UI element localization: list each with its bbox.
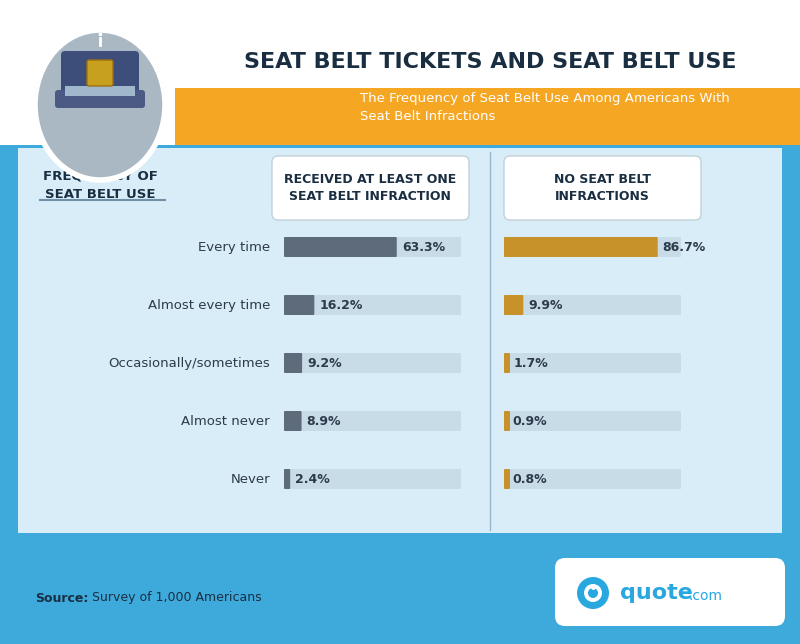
Text: 63.3%: 63.3%: [402, 240, 445, 254]
FancyBboxPatch shape: [284, 469, 290, 489]
Text: !: !: [95, 21, 105, 39]
FancyBboxPatch shape: [175, 88, 800, 145]
FancyBboxPatch shape: [284, 411, 302, 431]
Text: FREQUENCY OF
SEAT BELT USE: FREQUENCY OF SEAT BELT USE: [42, 169, 158, 200]
Text: Source:: Source:: [35, 591, 88, 605]
FancyBboxPatch shape: [20, 218, 780, 276]
FancyBboxPatch shape: [65, 86, 135, 96]
FancyBboxPatch shape: [284, 353, 461, 373]
FancyBboxPatch shape: [0, 0, 800, 145]
Text: 9.9%: 9.9%: [528, 299, 563, 312]
FancyBboxPatch shape: [55, 90, 145, 108]
Text: 2.4%: 2.4%: [295, 473, 330, 486]
Circle shape: [584, 584, 602, 602]
Text: SEAT BELT TICKETS AND SEAT BELT USE: SEAT BELT TICKETS AND SEAT BELT USE: [244, 52, 736, 72]
Text: 0.8%: 0.8%: [512, 473, 547, 486]
Text: Survey of 1,000 Americans: Survey of 1,000 Americans: [88, 591, 262, 605]
FancyBboxPatch shape: [284, 295, 461, 315]
Text: 8.9%: 8.9%: [306, 415, 341, 428]
FancyBboxPatch shape: [18, 148, 782, 533]
FancyBboxPatch shape: [272, 156, 469, 220]
Text: quote: quote: [620, 583, 693, 603]
Text: .com: .com: [689, 589, 723, 603]
Text: 9.2%: 9.2%: [307, 357, 342, 370]
FancyBboxPatch shape: [504, 353, 510, 373]
Circle shape: [577, 577, 609, 609]
FancyBboxPatch shape: [284, 237, 461, 257]
Text: Never: Never: [230, 473, 270, 486]
FancyBboxPatch shape: [284, 469, 461, 489]
Text: RECEIVED AT LEAST ONE
SEAT BELT INFRACTION: RECEIVED AT LEAST ONE SEAT BELT INFRACTI…: [284, 173, 456, 204]
Text: 1.7%: 1.7%: [514, 357, 549, 370]
FancyBboxPatch shape: [284, 353, 302, 373]
Text: The Frequency of Seat Belt Use Among Americans With
Seat Belt Infractions: The Frequency of Seat Belt Use Among Ame…: [360, 91, 730, 122]
Text: Almost never: Almost never: [182, 415, 270, 428]
FancyBboxPatch shape: [504, 295, 681, 315]
Text: 0.9%: 0.9%: [513, 415, 547, 428]
FancyBboxPatch shape: [284, 411, 461, 431]
FancyBboxPatch shape: [20, 334, 780, 392]
FancyBboxPatch shape: [504, 237, 681, 257]
Ellipse shape: [35, 30, 165, 180]
Circle shape: [588, 588, 598, 598]
FancyBboxPatch shape: [504, 411, 510, 431]
Text: 16.2%: 16.2%: [319, 299, 362, 312]
FancyBboxPatch shape: [284, 237, 397, 257]
FancyBboxPatch shape: [504, 469, 681, 489]
FancyBboxPatch shape: [20, 276, 780, 334]
Text: NO SEAT BELT
INFRACTIONS: NO SEAT BELT INFRACTIONS: [554, 173, 650, 204]
FancyBboxPatch shape: [555, 558, 785, 626]
FancyBboxPatch shape: [504, 353, 681, 373]
FancyBboxPatch shape: [504, 469, 510, 489]
FancyBboxPatch shape: [504, 156, 701, 220]
FancyBboxPatch shape: [504, 237, 658, 257]
Text: Every time: Every time: [198, 240, 270, 254]
FancyBboxPatch shape: [504, 295, 523, 315]
FancyBboxPatch shape: [20, 392, 780, 450]
FancyBboxPatch shape: [20, 450, 780, 508]
Text: Almost every time: Almost every time: [148, 299, 270, 312]
Text: Occasionally/sometimes: Occasionally/sometimes: [108, 357, 270, 370]
FancyBboxPatch shape: [87, 60, 113, 86]
FancyBboxPatch shape: [284, 295, 314, 315]
Text: 86.7%: 86.7%: [662, 240, 706, 254]
FancyBboxPatch shape: [504, 411, 681, 431]
FancyBboxPatch shape: [61, 51, 139, 104]
